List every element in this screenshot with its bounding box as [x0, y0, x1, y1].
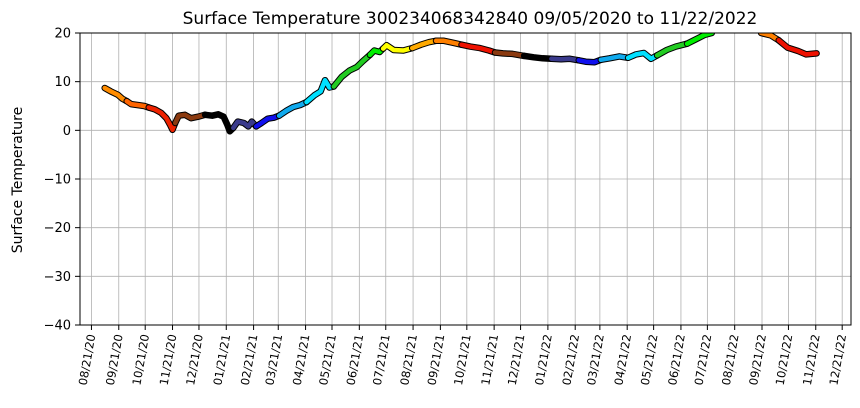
x-tick-label: 08/21/21 — [397, 333, 420, 386]
y-tick-label: −40 — [44, 319, 71, 334]
x-tick-label: 04/21/22 — [611, 333, 634, 386]
series-segment — [409, 38, 439, 51]
series-segment — [102, 85, 129, 104]
y-tick-label: 20 — [54, 27, 71, 42]
x-tick-label: 11/21/20 — [157, 333, 180, 386]
y-tick-label: −10 — [44, 173, 71, 188]
series-segment — [331, 52, 373, 89]
series-segment — [231, 119, 259, 131]
x-tick-label: 07/21/22 — [692, 333, 715, 386]
y-tick-label: 10 — [54, 75, 71, 90]
x-tick-label: 12/21/22 — [826, 333, 849, 386]
y-axis-label: Surface Temperature — [10, 107, 26, 253]
grid — [80, 32, 851, 326]
x-tick-label: 07/21/21 — [370, 333, 393, 386]
series-segment — [598, 54, 631, 63]
y-tick-label: −30 — [44, 270, 71, 285]
x-tick-label: 03/21/21 — [262, 333, 285, 386]
y-axis-ticks: −40 −30 −20 −10 0 10 20 — [44, 27, 80, 334]
x-tick-label: 02/21/21 — [238, 333, 261, 386]
x-tick-label: 08/21/20 — [76, 333, 99, 386]
series-segment — [492, 50, 527, 59]
series-segment — [172, 112, 208, 126]
series-segment — [276, 99, 309, 118]
x-tick-label: 05/21/22 — [638, 333, 661, 386]
x-tick-label: 09/21/21 — [425, 333, 448, 386]
x-tick-label: 10/21/21 — [451, 333, 474, 386]
x-tick-label: 05/21/21 — [316, 333, 339, 386]
x-tick-label: 10/21/20 — [129, 333, 152, 386]
series-segment — [459, 42, 498, 55]
x-tick-label: 06/21/21 — [344, 333, 367, 386]
x-axis-ticks: 08/21/20 09/21/20 10/21/20 11/21/20 12/21/20… — [76, 325, 849, 386]
x-tick-label: 02/21/22 — [559, 333, 582, 386]
x-tick-label: 03/21/22 — [584, 333, 607, 386]
x-tick-label: 09/21/22 — [746, 333, 769, 386]
series-segment — [654, 41, 690, 58]
x-tick-label: 08/21/22 — [719, 333, 742, 386]
x-tick-label: 12/21/20 — [183, 333, 206, 386]
series-segment — [253, 113, 282, 129]
series-segment — [576, 57, 604, 65]
series-segment — [521, 53, 554, 62]
y-tick-label: 0 — [63, 124, 71, 139]
series-segment — [684, 33, 715, 46]
x-tick-label: 12/21/21 — [505, 333, 528, 386]
series-segment — [202, 112, 236, 134]
series-segment — [433, 38, 464, 47]
series-segment — [549, 56, 581, 63]
x-tick-label: 01/21/21 — [210, 333, 233, 386]
x-tick-label: 09/21/20 — [103, 333, 126, 386]
plot-area — [101, 33, 820, 135]
x-tick-label: 04/21/21 — [290, 333, 313, 386]
y-tick-label: −20 — [44, 221, 71, 236]
x-tick-label: 06/21/22 — [665, 333, 688, 386]
series-segment — [776, 38, 819, 57]
series-segment — [146, 105, 178, 133]
x-tick-label: 11/21/21 — [478, 333, 501, 386]
x-tick-label: 11/21/22 — [800, 333, 823, 386]
series-segment — [380, 42, 415, 53]
x-tick-label: 10/21/22 — [773, 333, 796, 386]
series-segment — [304, 77, 337, 105]
chart-title: Surface Temperature 300234068342840 09/0… — [183, 9, 758, 29]
series-segment — [625, 50, 660, 62]
x-tick-label: 01/21/22 — [532, 333, 555, 386]
